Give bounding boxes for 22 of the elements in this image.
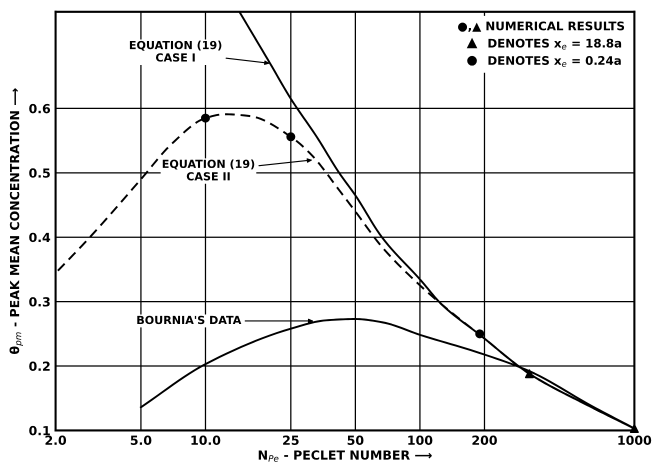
x-tick-label: 50 [348,436,364,445]
annotation: BOURNIA'S DATA [137,316,242,324]
x-tick-label: 100 [408,436,432,445]
annotation: EQUATION (19) CASE I [130,40,222,62]
legend-label: DENOTES x$_{e}$ = 18.8a [488,38,622,50]
x-tick-label: 1000 [618,436,652,445]
y-tick-label: 0.3 [29,297,50,307]
y-tick-label: 0.4 [29,232,50,242]
x-tick-label: 10.0 [191,436,220,445]
x-tick-label: 2.0 [46,436,66,445]
annotation: EQUATION (19) CASE II [162,159,254,181]
x-tick-label: 5.0 [130,436,152,445]
x-axis-title: N$_{Pe}$ - PECLET NUMBER ⟶ [258,450,432,462]
x-tick-label: 25 [283,436,299,445]
legend-label: DENOTES x$_{e}$ = 0.24a [488,56,621,67]
y-tick-label: 0.6 [29,104,50,114]
x-tick-label: 200 [472,436,497,445]
y-tick-label: 0.5 [29,168,50,178]
y-tick-label: 0.2 [29,362,50,371]
y-axis-title: θ$_{pm}$ - PEAK MEAN CONCENTRATION ⟶ [10,88,23,354]
y-tick-label: 0.1 [29,426,50,436]
legend-title: ●,▲ NUMERICAL RESULTS [458,21,624,32]
